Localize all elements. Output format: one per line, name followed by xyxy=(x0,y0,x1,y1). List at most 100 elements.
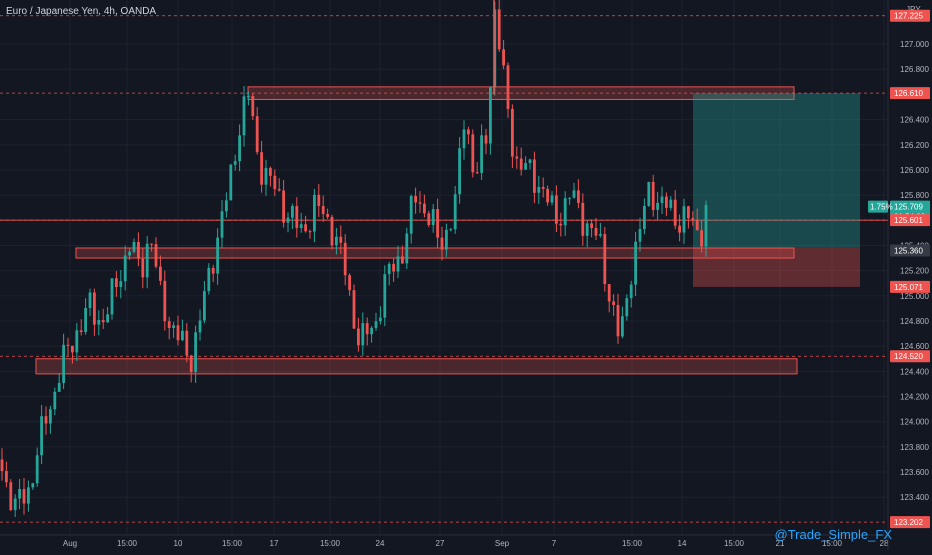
candle-body xyxy=(484,135,488,144)
candle-body xyxy=(431,209,435,226)
candle-body xyxy=(678,225,681,233)
candle-body xyxy=(79,330,83,332)
candle-body xyxy=(581,202,585,236)
candle-body xyxy=(414,196,417,203)
candle-body xyxy=(480,135,483,173)
y-tick-label: 124.600 xyxy=(900,342,929,351)
price-label-bg xyxy=(890,516,930,529)
candle-body xyxy=(35,455,39,484)
candle-body xyxy=(436,209,439,238)
candle-body xyxy=(458,148,461,195)
price-label-bg xyxy=(890,244,930,257)
candle-body xyxy=(167,321,171,329)
price-label: 127.225 xyxy=(894,12,923,21)
candle-body xyxy=(40,416,43,456)
candle-body xyxy=(330,216,334,246)
candle-body xyxy=(97,319,101,325)
candle-body xyxy=(194,332,197,372)
x-tick-label: 28 xyxy=(880,539,889,548)
candle-body xyxy=(392,263,395,272)
candle-body xyxy=(625,298,629,317)
candle-body xyxy=(669,199,673,208)
candle-body xyxy=(418,202,422,204)
candle-body xyxy=(471,134,475,173)
candle-body xyxy=(475,172,479,174)
candle-body xyxy=(563,198,567,226)
price-label: 125.071 xyxy=(894,283,923,292)
x-tick-label: 15:00 xyxy=(320,539,341,548)
candle-body xyxy=(211,267,215,274)
y-tick-label: 126.200 xyxy=(900,141,929,150)
candle-body xyxy=(251,96,255,117)
candle-body xyxy=(515,156,519,159)
candle-body xyxy=(423,203,426,214)
price-label: 123.202 xyxy=(894,518,923,527)
candle-body xyxy=(282,190,285,223)
candle-body xyxy=(379,317,382,322)
candle-body xyxy=(273,175,277,189)
candle-body xyxy=(313,194,316,232)
candle-body xyxy=(555,195,558,224)
candle-body xyxy=(348,275,351,291)
candle-body xyxy=(665,196,668,208)
watermark-text: @Trade_Simple_FX xyxy=(774,527,892,542)
candle-body xyxy=(409,196,413,234)
candle-body xyxy=(568,197,571,199)
x-tick-label: 27 xyxy=(436,539,445,548)
candle-body xyxy=(101,319,105,323)
candle-body xyxy=(71,345,74,353)
candle-body xyxy=(88,292,92,309)
x-tick-label: 15:00 xyxy=(724,539,745,548)
candle-body xyxy=(269,167,272,176)
candle-body xyxy=(572,190,576,198)
candle-body xyxy=(335,236,338,246)
candle-body xyxy=(9,482,13,511)
candle-body xyxy=(361,323,365,346)
x-tick-label: 15:00 xyxy=(822,539,843,548)
y-tick-label: 126.400 xyxy=(900,116,929,125)
candle-body xyxy=(387,263,391,275)
price-label-bg xyxy=(890,280,930,293)
candle-body xyxy=(185,330,189,356)
profit-zone xyxy=(693,93,860,248)
candle-body xyxy=(528,159,532,164)
candle-body xyxy=(132,242,136,252)
candle-body xyxy=(291,206,294,218)
candle-body xyxy=(445,229,448,250)
price-label-bg xyxy=(890,9,930,22)
candle-body xyxy=(0,459,4,472)
candle-body xyxy=(53,391,57,410)
candle-body xyxy=(18,489,21,499)
candle-body xyxy=(497,9,501,50)
candle-body xyxy=(695,219,699,231)
candle-body xyxy=(238,135,241,162)
candle-body xyxy=(506,65,510,109)
price-label-bg xyxy=(890,214,930,227)
candle-body xyxy=(511,108,514,157)
candle-body xyxy=(277,188,281,191)
x-tick-label: 21 xyxy=(776,539,785,548)
price-label: 125.709 xyxy=(894,203,923,212)
candle-body xyxy=(62,344,65,383)
candle-body xyxy=(247,96,250,98)
candle-body xyxy=(198,320,202,333)
candle-body xyxy=(449,229,453,231)
candle-body xyxy=(700,230,703,247)
candle-body xyxy=(370,327,373,335)
candle-body xyxy=(638,229,642,242)
candle-body xyxy=(612,301,615,306)
candle-body xyxy=(599,234,602,236)
candle-body xyxy=(203,291,206,321)
candle-body xyxy=(427,213,431,226)
candle-body xyxy=(537,186,541,193)
candle-body xyxy=(66,344,70,346)
candle-body xyxy=(673,199,677,226)
candle-body xyxy=(374,321,378,328)
candle-body xyxy=(651,181,655,210)
zone-mid-support xyxy=(75,247,795,259)
candle-body xyxy=(546,188,549,203)
candle-body xyxy=(57,382,61,392)
